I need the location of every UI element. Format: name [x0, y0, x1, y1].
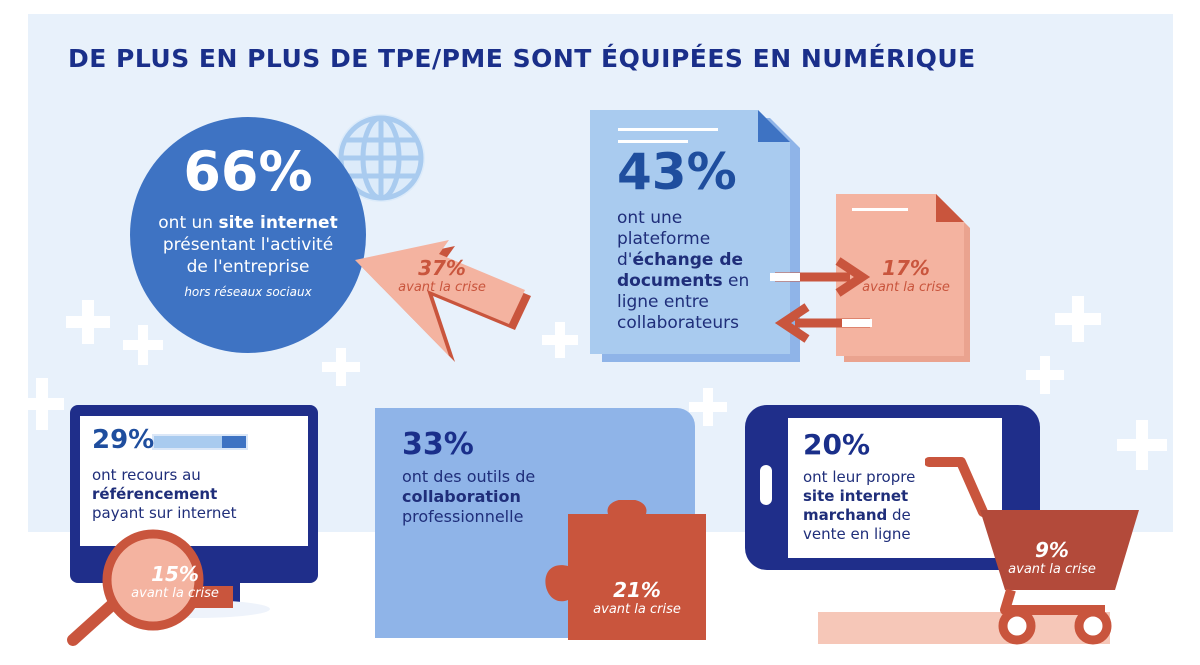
- document-icon: [590, 110, 800, 362]
- ref-description: ont recours au référencement payant sur …: [92, 466, 237, 523]
- docs-l1: ont une: [617, 208, 683, 228]
- collab-l3: professionnelle: [402, 507, 524, 526]
- puzzle-piece-icon: [545, 500, 706, 640]
- shop-before-label: avant la crise: [1008, 562, 1096, 577]
- shop-l3-bold: marchand: [803, 506, 888, 524]
- ref-l3: payant sur internet: [92, 504, 237, 522]
- collab-before-label: avant la crise: [593, 602, 681, 617]
- collab-l2-bold: collaboration: [402, 487, 521, 506]
- site-before: 37% avant la crise: [388, 256, 496, 295]
- collab-before: 21% avant la crise: [580, 578, 694, 617]
- site-before-label: avant la crise: [398, 280, 486, 295]
- search-bar-icon: [152, 434, 248, 450]
- docs-l4-bold: documents: [617, 271, 723, 291]
- collab-value: 33%: [402, 427, 474, 462]
- docs-l3-pre: d': [617, 250, 633, 270]
- ref-before: 15% avant la crise: [118, 562, 232, 601]
- phone-screen: [788, 418, 1002, 558]
- shop-l4: vente en ligne: [803, 525, 911, 543]
- small-document-icon: [836, 194, 970, 362]
- phone-speaker: [760, 465, 772, 505]
- shop-l3-post: de: [887, 506, 911, 524]
- magnifier-icon: [67, 529, 233, 646]
- globe-icon: [337, 114, 425, 202]
- docs-before: 17% avant la crise: [850, 256, 962, 295]
- docs-before-label: avant la crise: [862, 280, 950, 295]
- docs-l2: plateforme: [617, 229, 711, 249]
- docs-value: 43%: [617, 143, 737, 201]
- shop-l1: ont leur propre: [803, 468, 916, 486]
- collab-before-value: 21%: [613, 578, 661, 602]
- exchange-arrows-icon: [770, 257, 872, 343]
- site-description: ont un site internet présentant l'activi…: [130, 212, 366, 278]
- shop-description: ont leur propre site internet marchand d…: [803, 468, 915, 544]
- site-circle: [130, 117, 366, 353]
- docs-l4-post: en: [722, 271, 750, 291]
- site-desc-line2: présentant l'activité: [162, 235, 334, 255]
- ref-before-value: 15%: [151, 562, 199, 586]
- site-note: hors réseaux sociaux: [184, 285, 312, 299]
- ref-before-label: avant la crise: [131, 586, 219, 601]
- site-desc-pre: ont un: [158, 213, 219, 233]
- site-desc-line3: de l'entreprise: [186, 257, 310, 277]
- site-desc-bold: site internet: [218, 213, 338, 233]
- docs-l5: ligne entre: [617, 292, 709, 312]
- ref-l2-bold: référencement: [92, 485, 218, 503]
- collab-description: ont des outils de collaboration professi…: [402, 467, 535, 527]
- shop-value: 20%: [803, 428, 871, 461]
- shop-before: 9% avant la crise: [992, 538, 1112, 577]
- docs-description: ont une plateforme d'échange de document…: [617, 208, 749, 334]
- shop-floor-band: [818, 612, 1110, 644]
- collab-l1: ont des outils de: [402, 467, 536, 486]
- ref-value: 29%: [92, 425, 155, 455]
- shop-before-value: 9%: [1035, 538, 1069, 562]
- shop-l2-bold: site internet: [803, 487, 909, 505]
- ref-l1: ont recours au: [92, 466, 201, 484]
- site-before-value: 37%: [418, 256, 466, 280]
- site-value: 66%: [183, 140, 313, 203]
- docs-before-value: 17%: [882, 256, 930, 280]
- cursor-arrow-icon: [355, 240, 531, 362]
- shopping-cart-icon: [925, 457, 1139, 645]
- docs-l6: collaborateurs: [617, 313, 739, 333]
- page-title: DE PLUS EN PLUS DE TPE/PME SONT ÉQUIPÉES…: [68, 44, 976, 73]
- docs-l3-bold: échange de: [632, 250, 744, 270]
